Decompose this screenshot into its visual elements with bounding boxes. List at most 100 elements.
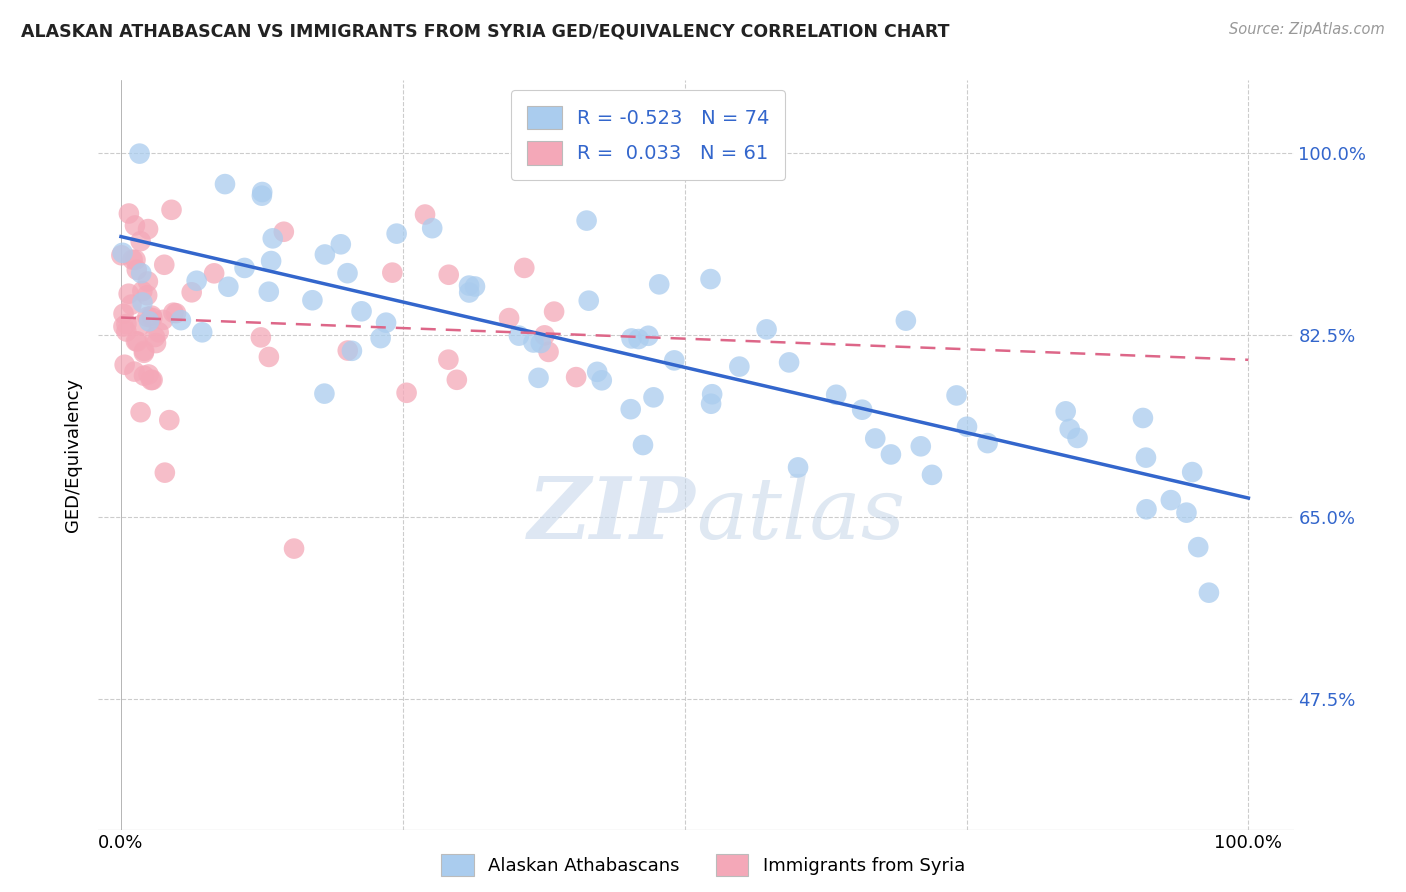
Point (1160, 493, 1182, 508)
Point (921, 467, 943, 482)
Point (153, 258, 176, 272)
Point (458, 285, 481, 300)
Point (153, 466, 176, 480)
Point (129, 266, 152, 280)
Point (301, 293, 323, 308)
Point (627, 332, 650, 346)
Point (273, 225, 295, 239)
Text: ZIP: ZIP (529, 473, 696, 557)
Point (350, 304, 373, 318)
Point (132, 346, 155, 360)
Point (250, 188, 273, 202)
Point (145, 336, 167, 351)
Text: Source: ZipAtlas.com: Source: ZipAtlas.com (1229, 22, 1385, 37)
Point (565, 370, 588, 384)
Point (851, 402, 873, 417)
Point (575, 213, 598, 227)
Point (127, 334, 149, 349)
Point (728, 359, 751, 374)
Point (152, 313, 174, 327)
Point (370, 331, 392, 345)
Point (129, 405, 152, 419)
Point (217, 279, 239, 293)
Point (141, 373, 163, 387)
Point (620, 331, 643, 345)
Point (522, 335, 544, 350)
Point (134, 343, 156, 358)
Point (1187, 540, 1209, 554)
Point (508, 328, 530, 343)
Point (778, 355, 800, 369)
Point (586, 365, 609, 379)
Point (283, 541, 305, 556)
Point (314, 247, 336, 261)
Point (787, 460, 810, 475)
Point (664, 353, 686, 368)
Point (375, 316, 398, 330)
Point (257, 350, 280, 364)
Point (1135, 450, 1157, 465)
Point (543, 304, 565, 318)
Point (1066, 431, 1088, 445)
Point (340, 343, 363, 358)
Point (637, 328, 659, 343)
Point (620, 402, 643, 417)
Point (136, 310, 159, 324)
Point (329, 237, 352, 252)
Point (121, 252, 143, 267)
Point (527, 371, 550, 385)
Point (121, 297, 143, 311)
Text: ALASKAN ATHABASCAN VS IMMIGRANTS FROM SYRIA GED/EQUIVALENCY CORRELATION CHART: ALASKAN ATHABASCAN VS IMMIGRANTS FROM SY… (21, 22, 949, 40)
Point (131, 284, 153, 298)
Point (945, 388, 967, 402)
Point (1181, 465, 1204, 479)
Point (1135, 502, 1157, 516)
Point (125, 262, 148, 277)
Point (125, 334, 148, 349)
Point (700, 397, 723, 411)
Point (458, 278, 481, 293)
Point (202, 266, 225, 280)
Point (699, 272, 721, 286)
Point (114, 358, 136, 372)
Point (118, 286, 141, 301)
Point (413, 208, 436, 222)
Point (250, 330, 273, 344)
Point (170, 313, 193, 327)
Point (260, 254, 283, 268)
Point (115, 325, 138, 339)
Point (136, 222, 159, 236)
Point (533, 328, 555, 343)
Point (591, 373, 613, 387)
Point (214, 177, 236, 191)
Point (131, 295, 153, 310)
Point (976, 436, 998, 450)
Point (420, 221, 443, 235)
Point (157, 413, 180, 427)
Point (648, 277, 671, 292)
Point (141, 310, 163, 325)
Point (111, 245, 134, 260)
Point (233, 260, 256, 275)
Point (336, 343, 359, 358)
Point (110, 248, 132, 262)
Point (124, 219, 146, 233)
Legend: Alaskan Athabascans, Immigrants from Syria: Alaskan Athabascans, Immigrants from Syr… (434, 847, 972, 883)
Point (112, 307, 135, 321)
Point (894, 313, 917, 327)
Point (537, 345, 560, 359)
Point (262, 231, 284, 245)
Point (186, 274, 208, 288)
Point (128, 146, 150, 161)
Point (446, 373, 468, 387)
Point (336, 266, 359, 280)
Point (395, 385, 418, 400)
Point (381, 266, 404, 280)
Point (755, 322, 778, 336)
Point (825, 388, 848, 402)
Point (385, 227, 408, 241)
Point (643, 390, 665, 404)
Point (138, 368, 160, 382)
Point (136, 288, 159, 302)
Point (530, 336, 553, 351)
